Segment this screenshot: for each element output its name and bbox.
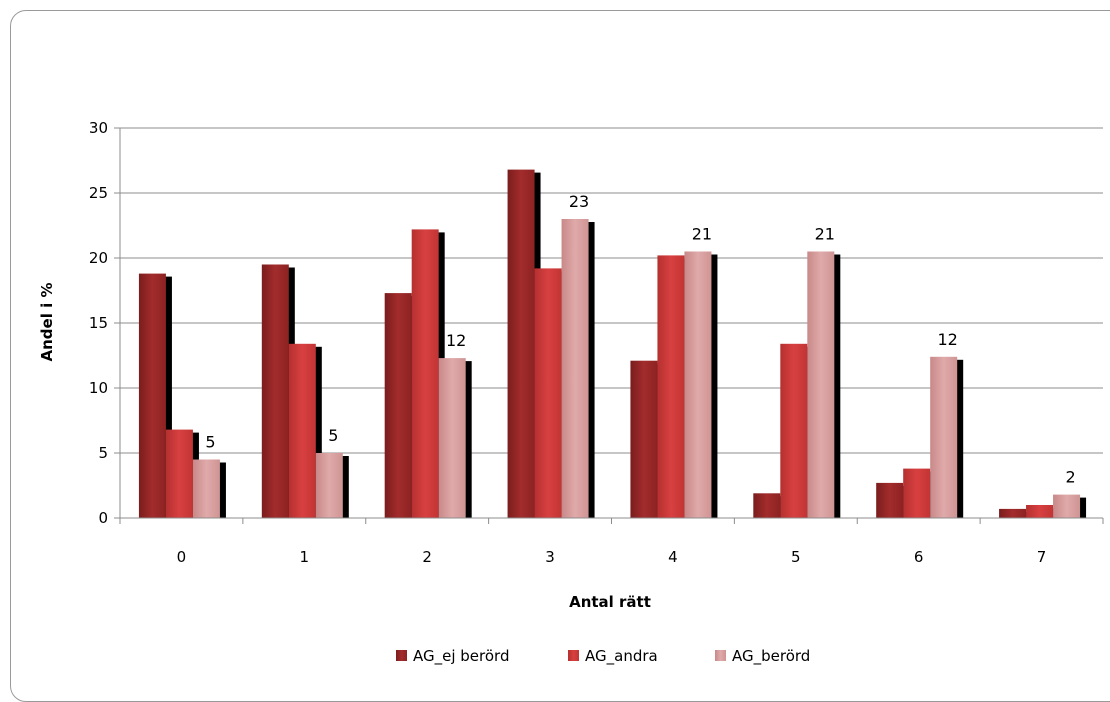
- bar: [261, 264, 289, 518]
- bar: [507, 169, 535, 518]
- data-label: 5: [205, 433, 215, 452]
- bar: [930, 356, 958, 518]
- x-tick-label: 1: [300, 548, 310, 566]
- bar: [438, 358, 466, 518]
- y-axis-title: Andel i %: [38, 283, 56, 362]
- bar: [780, 343, 808, 518]
- y-tick-label: 30: [89, 119, 108, 137]
- y-tick-label: 5: [98, 444, 108, 462]
- data-label: 21: [692, 225, 712, 244]
- y-tick-label: 0: [98, 509, 108, 527]
- legend-label: AG_berörd: [732, 647, 810, 666]
- x-axis-title: Antal rätt: [569, 593, 651, 611]
- x-tick-label: 7: [1037, 548, 1047, 566]
- bar: [1053, 494, 1081, 518]
- x-tick-label: 6: [914, 548, 924, 566]
- y-tick-label: 20: [89, 249, 108, 267]
- bar: [192, 459, 220, 518]
- bar: [138, 273, 166, 518]
- data-label: 5: [328, 426, 338, 445]
- bar: [165, 429, 193, 518]
- bar: [753, 493, 781, 518]
- y-tick-label: 15: [89, 314, 108, 332]
- data-label: 21: [815, 225, 835, 244]
- legend-swatch: [568, 650, 579, 661]
- bars: [138, 169, 1087, 518]
- legend-swatch: [396, 650, 407, 661]
- bar: [411, 229, 439, 518]
- bar: [534, 268, 562, 518]
- x-tick-label: 2: [422, 548, 432, 566]
- bar: [684, 251, 712, 518]
- legend-swatch: [715, 650, 726, 661]
- bar: [384, 293, 412, 518]
- axes: [114, 127, 1104, 524]
- bar: [999, 508, 1027, 518]
- data-label: 12: [446, 331, 466, 350]
- x-tick-label: 3: [545, 548, 555, 566]
- bar: [903, 468, 931, 518]
- data-label: 2: [1065, 468, 1075, 487]
- bar: [1026, 505, 1054, 518]
- x-tick-label: 0: [177, 548, 187, 566]
- legend-label: AG_andra: [585, 647, 658, 666]
- legend: AG_ej berörd AG_andra AG_berörd: [396, 647, 810, 666]
- bar: [561, 219, 589, 518]
- bar: [876, 482, 904, 518]
- x-tick-label: 4: [668, 548, 678, 566]
- data-label: 12: [938, 330, 958, 349]
- bar: [315, 453, 343, 518]
- data-label: 23: [569, 192, 589, 211]
- y-tick-label: 10: [89, 379, 108, 397]
- x-tick-label: 5: [791, 548, 801, 566]
- bar: [288, 343, 316, 518]
- y-tick-label: 25: [89, 184, 108, 202]
- bar: [657, 255, 685, 518]
- bar: [630, 360, 658, 518]
- legend-label: AG_ej berörd: [413, 647, 509, 666]
- bar: [807, 251, 835, 518]
